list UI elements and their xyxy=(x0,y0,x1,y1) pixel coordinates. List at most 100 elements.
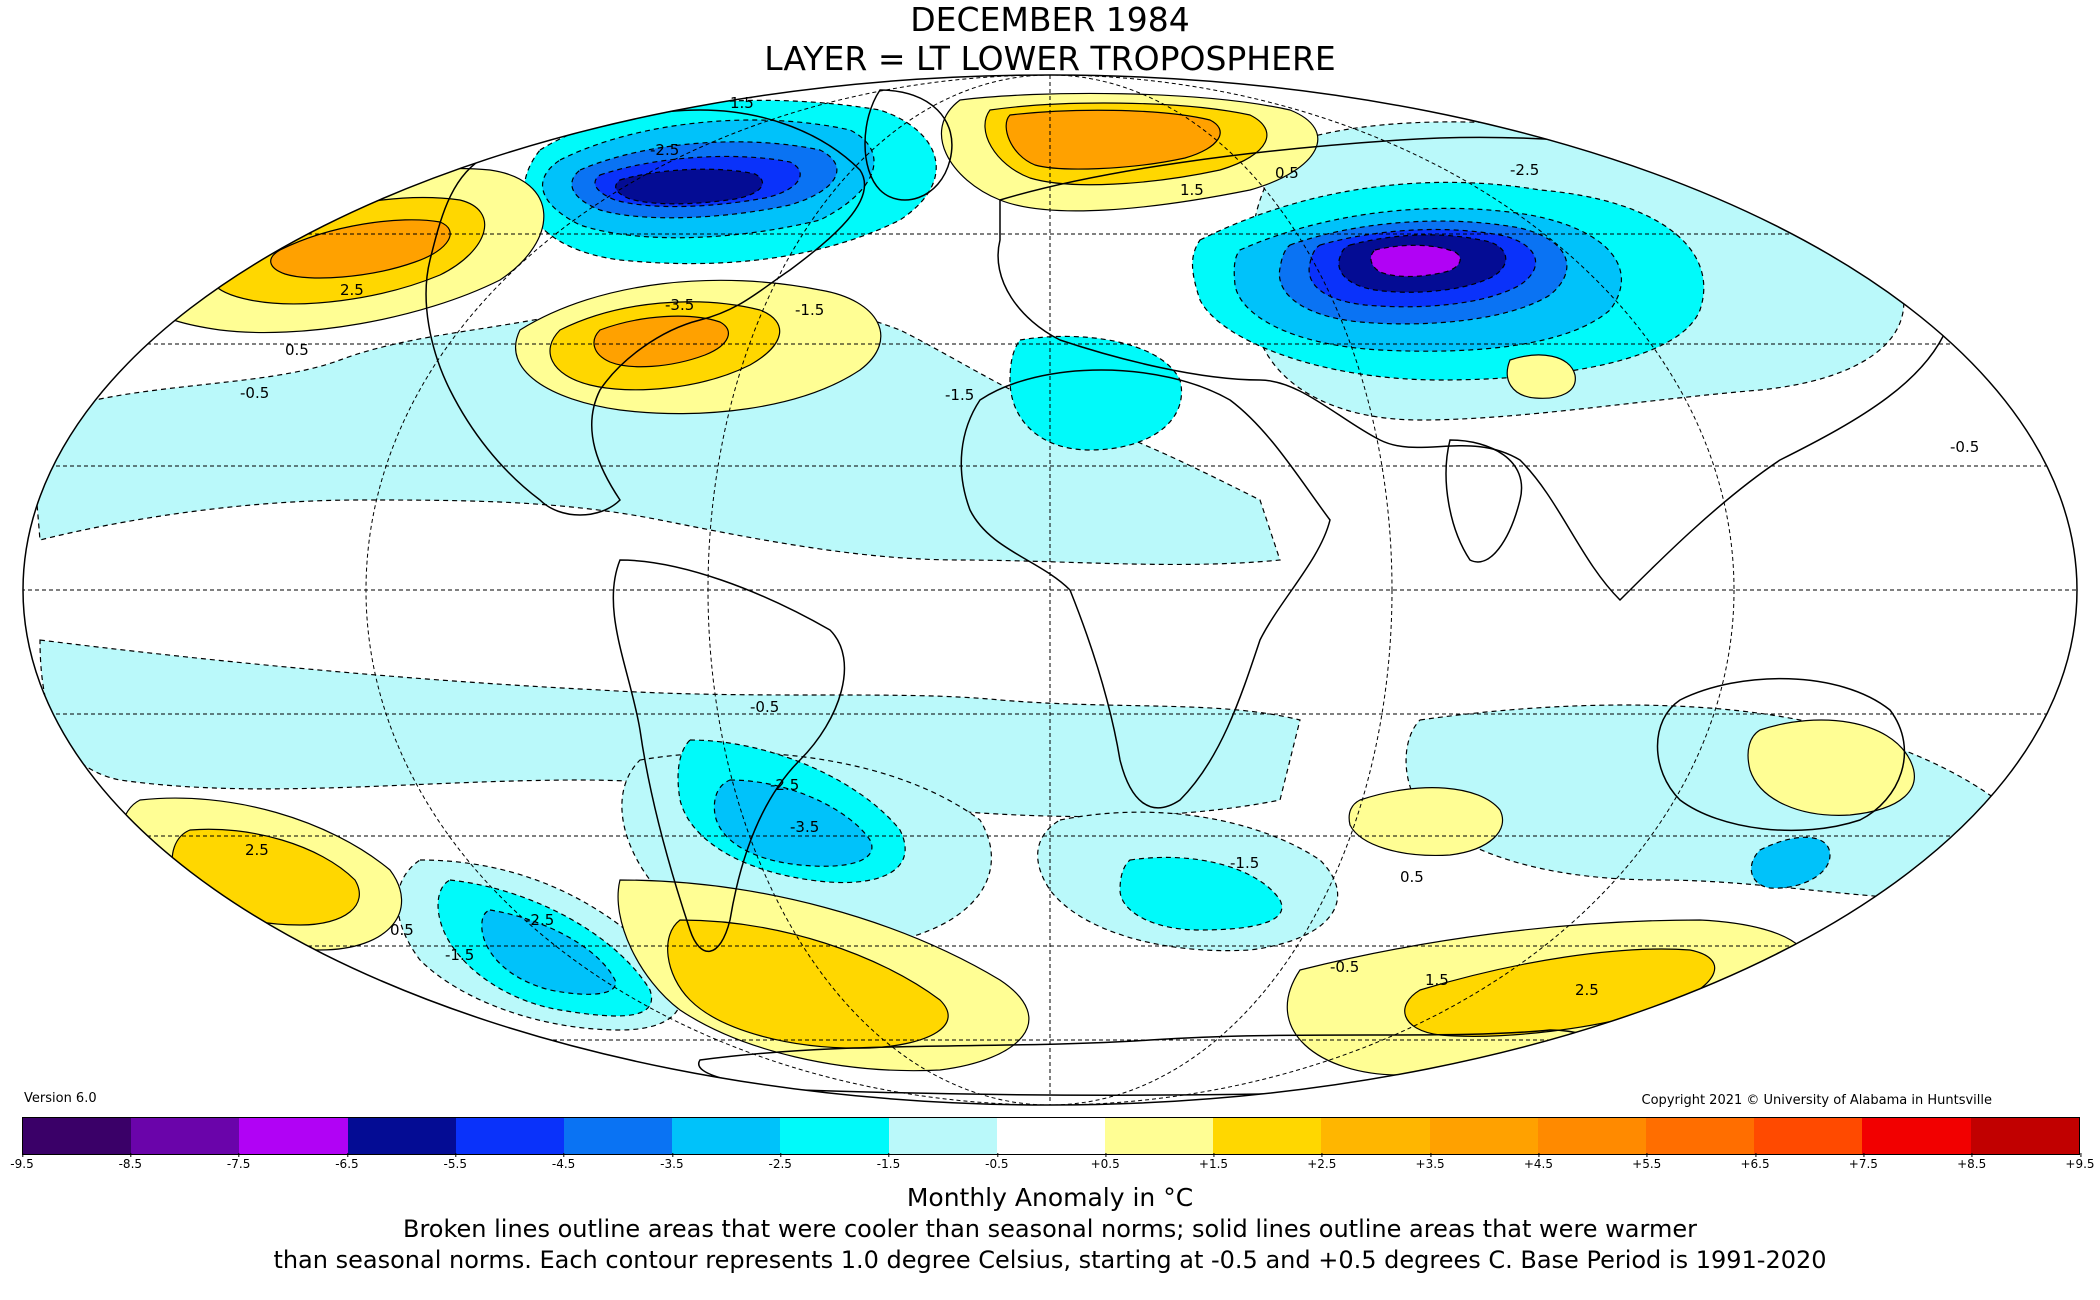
contour-label: -0.5 xyxy=(1330,958,1359,976)
world-anomaly-map: 1.5 2.5 0.5 -0.5 -1.5 -2.5 -3.5 -2.5 1.5… xyxy=(22,74,2078,1106)
color-scale-ticks: -9.5 -8.5 -7.5 -6.5 -5.5 -4.5 -3.5 -2.5 -1.5 -0.5… xyxy=(10,1153,2095,1181)
color-scale-segment xyxy=(564,1118,673,1154)
cool-region-tropical-pacific xyxy=(39,639,1301,818)
contour-label: -3.5 xyxy=(790,818,819,836)
color-scale-tick-label: -4.5 xyxy=(551,1153,576,1171)
color-scale-segment xyxy=(131,1118,240,1154)
color-scale-tick-label: +1.5 xyxy=(1198,1153,1229,1171)
color-scale-tick-label: -8.5 xyxy=(118,1153,143,1171)
color-scale-tick-label: +5.5 xyxy=(1632,1153,1662,1171)
meridian-line xyxy=(365,75,1735,1105)
contour-label: -0.5 xyxy=(1950,438,1979,456)
contour-label: -1.5 xyxy=(945,386,974,404)
warm-region-indian-ocean xyxy=(1348,787,1504,857)
color-scale-tick-label: -7.5 xyxy=(226,1153,251,1171)
contour-label: 1.5 xyxy=(1180,181,1204,199)
color-scale-segment xyxy=(1537,1118,1647,1154)
warm-region-australia xyxy=(1747,719,1915,816)
contour-label: -2.5 xyxy=(650,141,679,159)
color-scale-segment xyxy=(1646,1118,1755,1154)
legend-note-line-2: than seasonal norms. Each contour repres… xyxy=(273,1246,1827,1274)
contour-label: -0.5 xyxy=(750,698,779,716)
color-scale-segment xyxy=(1970,1118,2079,1154)
hot-region-north-atlantic xyxy=(593,315,730,368)
color-scale-tick-label: +9.5 xyxy=(2065,1153,2095,1171)
color-scale-segment xyxy=(1862,1118,1971,1154)
eurasia-outline xyxy=(997,136,1952,602)
color-scale-segment xyxy=(1321,1118,1430,1154)
contour-label: 2.5 xyxy=(245,841,269,859)
contour-label: -3.5 xyxy=(665,296,694,314)
warm-region-tibet xyxy=(1506,354,1576,399)
contour-label: 0.5 xyxy=(1400,868,1424,886)
contour-label: 0.5 xyxy=(1275,164,1299,182)
units-label: Monthly Anomaly in °C xyxy=(906,1183,1194,1212)
color-scale-tick-label: +8.5 xyxy=(1957,1153,1987,1171)
contour-label: -2.5 xyxy=(1510,161,1539,179)
contour-label: -2.5 xyxy=(525,911,554,929)
south-america-outline xyxy=(612,559,846,952)
color-scale-tick-label: -0.5 xyxy=(985,1153,1009,1171)
color-scale-tick-label: -2.5 xyxy=(768,1153,792,1171)
colder-region-australia-south xyxy=(1750,836,1831,889)
contour-label: 0.5 xyxy=(390,921,414,939)
color-scale-tick-label: -5.5 xyxy=(443,1153,467,1171)
color-scale-segment xyxy=(780,1118,889,1154)
color-scale-segment xyxy=(347,1118,456,1154)
hot-region-north-pacific xyxy=(270,219,451,279)
color-scale-tick-label: -3.5 xyxy=(660,1153,684,1171)
contour-labels: 1.5 2.5 0.5 -0.5 -1.5 -2.5 -3.5 -2.5 1.5… xyxy=(240,94,1979,999)
color-scale-segment xyxy=(888,1118,997,1154)
color-scale-segment xyxy=(1213,1118,1322,1154)
color-scale-segment xyxy=(1429,1118,1538,1154)
contour-label: -2.5 xyxy=(770,776,799,794)
color-scale-segment xyxy=(23,1118,132,1154)
contour-label: 2.5 xyxy=(1575,981,1599,999)
cold-region-north-africa xyxy=(1009,335,1183,451)
copyright-label: Copyright 2021 © University of Alabama i… xyxy=(1641,1093,1992,1108)
color-scale-bar xyxy=(22,1117,2080,1155)
contour-label: -0.5 xyxy=(240,384,269,402)
contour-label: -1.5 xyxy=(795,301,824,319)
version-label: Version 6.0 xyxy=(24,1091,97,1106)
color-scale-tick-label: +2.5 xyxy=(1307,1153,1337,1171)
graticule xyxy=(23,75,2077,1105)
contour-label: 1.5 xyxy=(1425,971,1449,989)
severe-cold-core-north-america xyxy=(615,168,763,205)
globe-border xyxy=(22,74,2078,1106)
color-scale-segment xyxy=(1105,1118,1214,1154)
record-cold-core-siberia xyxy=(1370,244,1461,278)
contour-label: 0.5 xyxy=(285,341,309,359)
color-scale-segment xyxy=(1754,1118,1863,1154)
colder-region-south-pacific xyxy=(481,909,617,995)
color-scale-tick-label: -9.5 xyxy=(10,1153,34,1171)
colder-region-south-america xyxy=(713,779,873,867)
color-scale-tick-label: +6.5 xyxy=(1740,1153,1770,1171)
color-scale-tick-label: -6.5 xyxy=(335,1153,359,1171)
australia-outline xyxy=(1656,677,1906,832)
meridian-line xyxy=(707,75,1393,1105)
color-scale-segment xyxy=(672,1118,781,1154)
color-scale-tick-label: +3.5 xyxy=(1415,1153,1445,1171)
africa-outline xyxy=(960,369,1331,809)
color-scale-tick-label: +0.5 xyxy=(1090,1153,1120,1171)
map-subtitle: LAYER = LT LOWER TROPOSPHERE xyxy=(764,39,1336,78)
color-scale-tick-label: -1.5 xyxy=(876,1153,901,1171)
contour-label: -1.5 xyxy=(1230,854,1259,872)
contour-label: -1.5 xyxy=(445,946,474,964)
hot-region-europe-arctic xyxy=(1005,109,1221,170)
color-scale-tick-label: +4.5 xyxy=(1523,1153,1553,1171)
color-scale-tick-label: +7.5 xyxy=(1848,1153,1878,1171)
greenland-outline xyxy=(864,89,953,201)
cold-region-indian xyxy=(1119,856,1283,931)
color-scale-segment xyxy=(455,1118,565,1154)
india-outline xyxy=(1445,439,1523,563)
color-scale-segment xyxy=(996,1118,1106,1154)
contour-label: 1.5 xyxy=(730,94,754,112)
map-title: DECEMBER 1984 xyxy=(910,0,1190,39)
legend-note-line-1: Broken lines outline areas that were coo… xyxy=(403,1215,1697,1243)
cool-region-north-pacific xyxy=(29,291,1281,566)
color-scale-segment xyxy=(239,1118,348,1154)
contour-label: 2.5 xyxy=(340,281,364,299)
north-america-outline xyxy=(425,109,866,516)
